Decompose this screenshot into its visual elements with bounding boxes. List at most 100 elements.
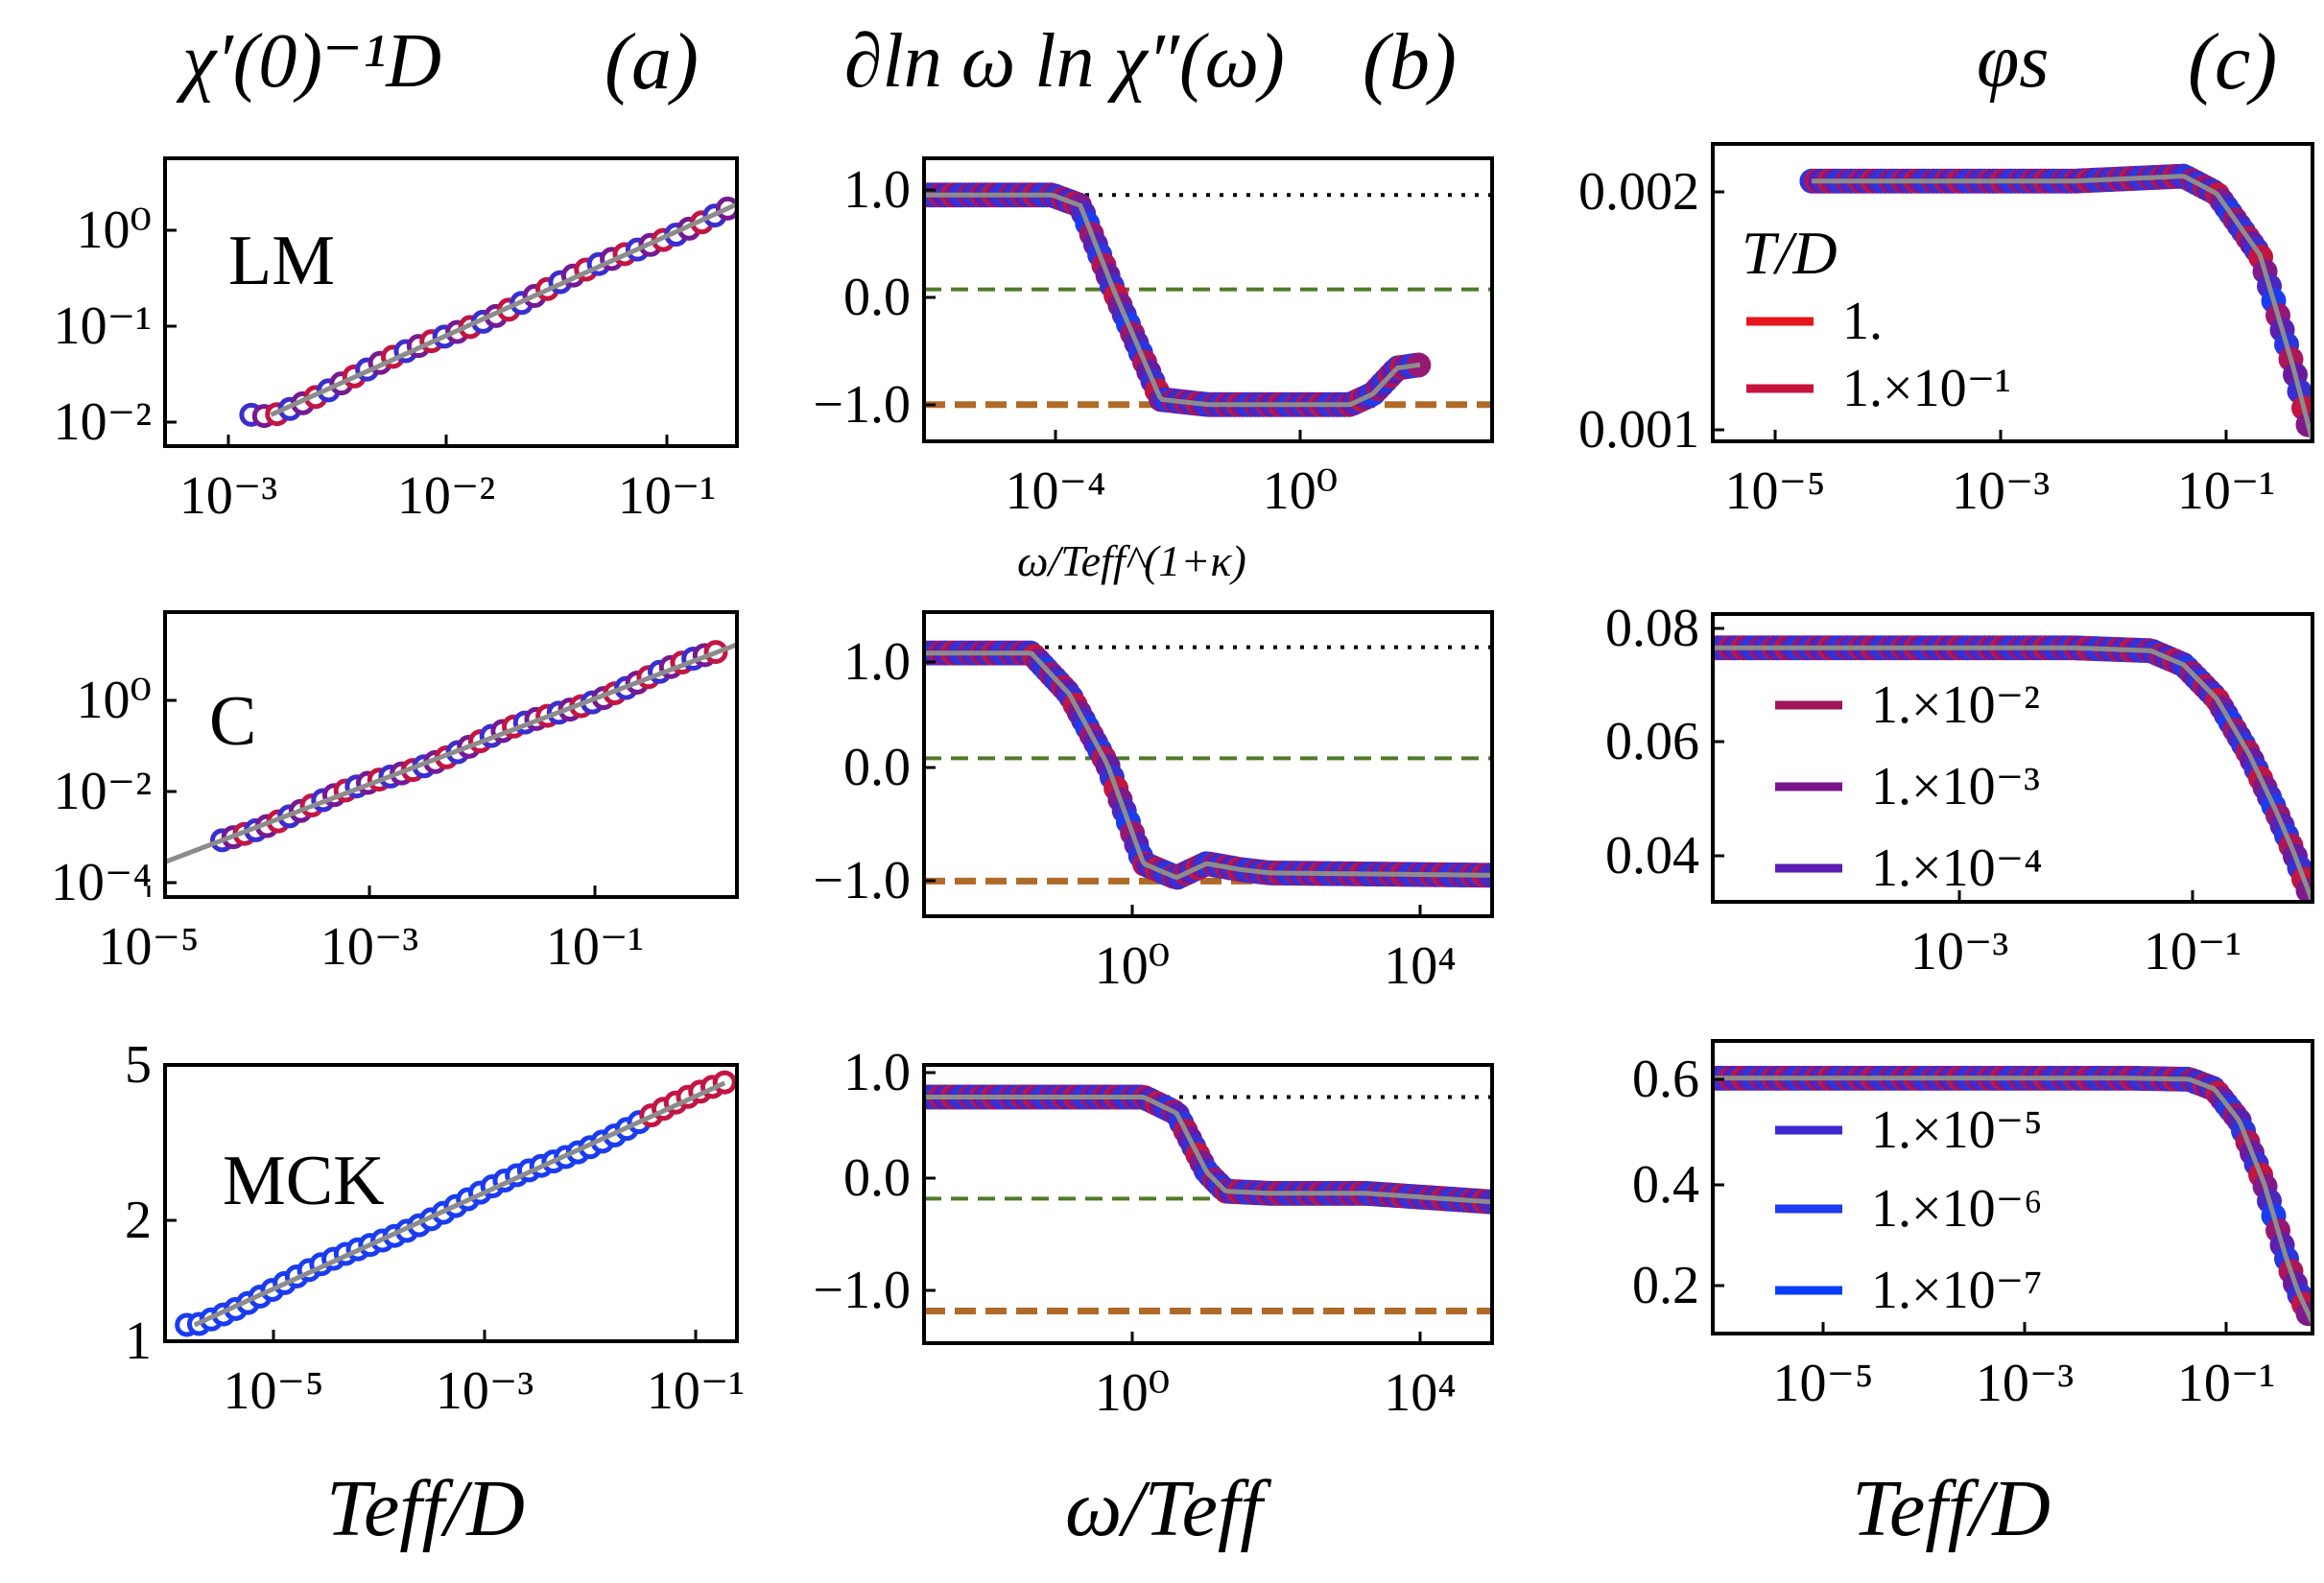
- y-tick-label: 0.0: [843, 738, 911, 797]
- x-tick-label: 10⁰: [1095, 936, 1170, 996]
- x-tick-label: 10⁻¹: [618, 466, 716, 526]
- panel-b2: 10⁰ 10⁴ 1.0 0.0 −1.0: [813, 610, 1494, 996]
- x-tick-label: 10⁻³: [1976, 1354, 2074, 1413]
- y-tick-label: 0.4: [1632, 1155, 1699, 1215]
- data-point: [712, 1070, 737, 1095]
- legend-label: 1.×10⁻²: [1871, 675, 2040, 735]
- fit-curve: [270, 201, 737, 417]
- y-tick-label: 0.2: [1632, 1256, 1699, 1315]
- fit-curve: [1713, 645, 2312, 902]
- legend-entries: 1. 1.×10⁻¹ 1.×10⁻² 1.×10⁻³ 1.×10⁻⁴ 1.×10⁻⁵ 1.×…: [1746, 292, 2043, 1320]
- fit-curve: [165, 642, 737, 864]
- x-tick-label: 10⁻¹: [647, 1361, 745, 1421]
- plot-area-a1: [239, 196, 737, 429]
- axes-frame: [1711, 1039, 2314, 1335]
- data-point: [2295, 1301, 2312, 1327]
- x-tick-label: 10⁻⁵: [1772, 1354, 1873, 1413]
- y-tick-label: 10⁻¹: [54, 296, 152, 356]
- axes-frame: [922, 1063, 1494, 1345]
- legend-label: 1.×10⁻¹: [1842, 359, 2011, 418]
- y-tick-label: 10⁻²: [54, 392, 152, 452]
- plot-area-b3: [924, 1084, 1492, 1315]
- x-tick-label: 10⁰: [1263, 461, 1338, 521]
- y-tick-label: 0.0: [843, 268, 911, 327]
- x-tick-label: 10⁻³: [436, 1361, 534, 1421]
- axes-frame: [1711, 612, 2314, 904]
- panel-c1: 10⁻⁵ 10⁻³ 10⁻¹ 0.002 0.001: [1578, 142, 2314, 521]
- legend-label: 1.: [1842, 292, 1883, 351]
- y-tick-label: 1: [125, 1311, 152, 1371]
- x-tick-label: 10⁴: [1384, 936, 1457, 996]
- y-tick-label: 0.001: [1578, 400, 1699, 460]
- y-tick-label: 10⁰: [77, 201, 152, 260]
- y-tick-label: 0.06: [1605, 712, 1699, 771]
- x-tick-label: 10⁻³: [1910, 922, 2008, 981]
- panel-b1: 10⁻⁴ 10⁰ 1.0 0.0 −1.0: [813, 156, 1494, 521]
- panel-a1: 10⁻³ 10⁻² 10⁻¹ 10⁰ 10⁻¹ 10⁻²: [54, 156, 739, 526]
- axes-frame: [1711, 142, 2314, 443]
- fit-curve: [193, 1080, 726, 1328]
- y-tick-label: 2: [125, 1191, 152, 1250]
- y-tick-label: 10⁻²: [54, 762, 152, 821]
- y-tick-label: −1.0: [813, 1261, 911, 1320]
- plot-area-a3: [175, 1070, 737, 1337]
- fit-curve: [924, 1095, 1492, 1205]
- y-tick-label: 0.0: [843, 1148, 911, 1208]
- panel-letter-c: (c): [2188, 17, 2277, 106]
- plot-area-b2: [924, 640, 1492, 890]
- x-tick-label: 10⁻³: [320, 917, 418, 977]
- x-tick-label: 10⁻³: [1952, 461, 2050, 521]
- legend-title: T/D: [1742, 219, 1838, 287]
- axes-frame: [163, 610, 739, 899]
- axes-frame: [922, 610, 1494, 918]
- axes-frame: [922, 156, 1494, 443]
- x-tick-label: 10⁴: [1384, 1363, 1457, 1423]
- fit-curve: [924, 192, 1421, 408]
- x-tick-label: 10⁻³: [179, 466, 277, 526]
- plot-area-c2: [1713, 635, 2312, 902]
- x-tick-label: 10⁻⁴: [1005, 461, 1105, 521]
- legend-label: 1.×10⁻³: [1871, 757, 2040, 816]
- y-tick-label: 1.0: [843, 1043, 911, 1102]
- x-tick-label: 10⁻¹: [2144, 922, 2241, 981]
- panel-letter-b: (b): [1363, 17, 1457, 106]
- fit-curve: [924, 650, 1492, 881]
- panel-c3: 10⁻⁵ 10⁻³ 10⁻¹ 0.6 0.4 0.2: [1632, 1039, 2314, 1413]
- column-title-c: φs: [1977, 19, 2049, 104]
- y-tick-label: 0.08: [1605, 599, 1699, 658]
- y-tick-label: 1.0: [843, 632, 911, 692]
- fit-curve: [1812, 174, 2312, 441]
- panel-a2: 10⁻⁵ 10⁻³ 10⁻¹ 10⁰ 10⁻² 10⁻⁴: [51, 610, 739, 977]
- plot-area-a2: [165, 640, 737, 864]
- x-tick-label: 10⁻¹: [546, 917, 644, 977]
- y-tick-label: 1.0: [843, 160, 911, 220]
- xlabel-b: ω/Teff: [1065, 1464, 1272, 1553]
- xlabel-a: Teff/D: [326, 1464, 525, 1553]
- model-label-c: C: [209, 682, 256, 761]
- panel-a3: 10⁻⁵ 10⁻³ 10⁻¹ 5 2 1: [125, 1035, 745, 1421]
- column-title-a: χ′(0)⁻¹D: [176, 19, 441, 104]
- legend-label: 1.×10⁻⁷: [1871, 1261, 2043, 1320]
- y-tick-label: −1.0: [813, 851, 911, 910]
- x-tick-label: 10⁻⁵: [98, 917, 199, 977]
- plot-area-c3: [1713, 1065, 2312, 1327]
- fit-curve: [1713, 1075, 2312, 1324]
- x-tick-label: 10⁻¹: [2177, 1354, 2275, 1413]
- x-tick-label: 10⁻¹: [2177, 461, 2275, 521]
- x-tick-label: 10⁻⁵: [223, 1361, 323, 1421]
- y-tick-label: −1.0: [813, 375, 911, 435]
- legend-label: 1.×10⁻⁵: [1871, 1100, 2043, 1160]
- model-label-lm: LM: [228, 222, 335, 300]
- y-tick-label: 0.6: [1632, 1050, 1699, 1109]
- legend-label: 1.×10⁻⁶: [1871, 1179, 2043, 1239]
- axes-frame: [163, 156, 739, 448]
- model-label-mck: MCK: [223, 1142, 385, 1220]
- x-tick-label: 10⁻²: [397, 466, 495, 526]
- legend-label: 1.×10⁻⁴: [1871, 839, 2043, 898]
- y-tick-label: 0.04: [1605, 826, 1699, 886]
- y-tick-label: 10⁻⁴: [51, 853, 152, 912]
- plot-area-b1: [924, 182, 1492, 417]
- panel-c2: 10⁻³ 10⁻¹ 0.08 0.06 0.04: [1605, 599, 2314, 981]
